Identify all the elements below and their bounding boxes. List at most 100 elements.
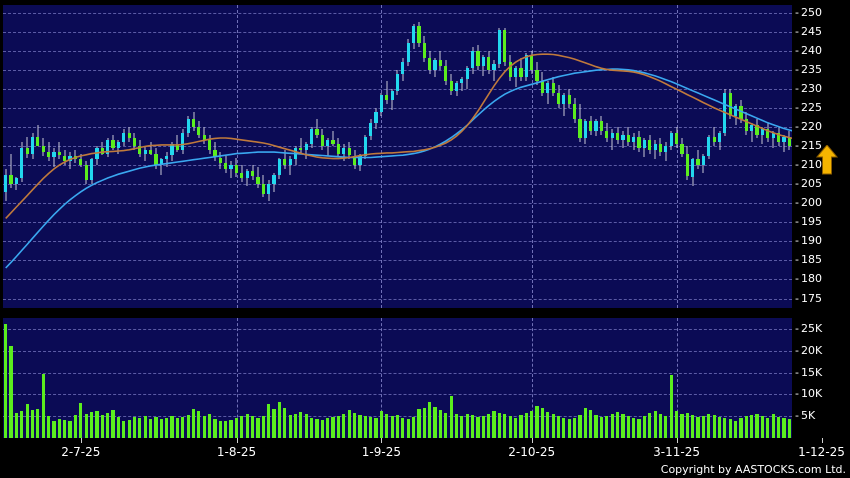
date-tick-mark (676, 438, 678, 443)
candle-body-down (84, 165, 88, 181)
candlestick (411, 5, 416, 308)
candle-body-down (138, 146, 142, 154)
candlestick (390, 5, 394, 308)
candle-body-up (30, 136, 35, 154)
volume-bar (379, 411, 383, 438)
candle-body-down (320, 134, 324, 146)
volume-bar (492, 410, 496, 438)
volume-bar (63, 419, 67, 438)
candle-body-up (471, 50, 475, 68)
volume-bar (127, 419, 131, 438)
candlestick (615, 5, 620, 308)
volume-bar (615, 411, 620, 438)
candlestick (658, 5, 663, 308)
candle-body-down (728, 92, 732, 116)
volume-axis-tick: -15K (795, 365, 823, 379)
volume-axis-tick: -20K (795, 343, 823, 357)
candle-wick (26, 136, 28, 158)
candlestick (148, 5, 153, 308)
candle-body-up (707, 136, 711, 156)
candlestick (395, 5, 400, 308)
candlestick (191, 5, 196, 308)
volume-bar (245, 414, 249, 438)
candlestick (573, 5, 577, 308)
candle-body-up (771, 132, 775, 139)
volume-bar (750, 415, 754, 438)
volume-bar (578, 415, 582, 438)
volume-bar (782, 417, 786, 438)
volume-axis-tick: -10K (795, 387, 823, 401)
candle-body-up (14, 178, 19, 185)
price-axis-tick: -180 (795, 272, 822, 286)
volume-bar (47, 415, 51, 438)
candle-wick (150, 142, 152, 156)
candle-body-down (535, 69, 539, 82)
candlestick (674, 5, 679, 308)
volume-bar (170, 416, 174, 438)
volume-bar (20, 410, 24, 438)
volume-bar (428, 401, 432, 438)
volume-bar (454, 414, 459, 438)
candle-body-down (100, 147, 104, 154)
volume-bar (519, 415, 523, 438)
candle-body-down (573, 104, 577, 120)
candle-body-down (347, 147, 351, 156)
candle-body-up (642, 140, 646, 148)
candlestick (41, 5, 45, 308)
candlestick (310, 5, 314, 308)
candlestick (438, 5, 443, 308)
volume-bar (513, 417, 518, 438)
gridline-horizontal (3, 372, 792, 374)
candle-body-down (315, 128, 319, 135)
candlestick (744, 5, 748, 308)
volume-bar (610, 413, 614, 438)
candlestick (696, 5, 700, 308)
volume-bar (283, 407, 287, 438)
price-chart-panel[interactable] (3, 5, 792, 308)
candle-body-down (63, 155, 67, 162)
volume-bar (680, 414, 684, 438)
candle-wick (697, 149, 699, 169)
gridline-horizontal (3, 350, 792, 352)
candle-body-down (556, 92, 561, 105)
volume-bar (674, 410, 679, 438)
volume-bar (712, 415, 716, 438)
candle-wick (772, 130, 774, 148)
candlestick (245, 5, 249, 308)
volume-bar (734, 420, 738, 438)
candle-body-down (57, 151, 61, 156)
candle-body-up (369, 123, 373, 137)
candle-wick (654, 140, 656, 160)
candlestick (36, 5, 40, 308)
candlestick (530, 5, 534, 308)
candle-body-up (342, 147, 346, 154)
candlestick (433, 5, 437, 308)
candlestick (385, 5, 389, 308)
candle-body-up (186, 119, 190, 133)
price-axis-tick: -175 (795, 291, 822, 305)
candle-body-down (283, 159, 287, 166)
candlestick (578, 5, 582, 308)
candlestick (787, 5, 791, 308)
candlestick (331, 5, 335, 308)
candlestick (170, 5, 174, 308)
volume-chart-panel[interactable] (3, 318, 792, 438)
candle-body-up (116, 142, 120, 148)
candle-body-down (449, 81, 453, 91)
candle-wick (563, 92, 565, 116)
price-axis-tick: -235 (795, 62, 822, 76)
volume-bar (648, 412, 652, 438)
candle-body-down (202, 134, 206, 141)
candlestick (717, 5, 722, 308)
candlestick (540, 5, 545, 308)
candle-body-down (256, 176, 260, 185)
candlestick (272, 5, 276, 308)
candlestick (89, 5, 94, 308)
volume-bar (669, 374, 673, 438)
candle-wick (160, 157, 162, 175)
volume-bar (9, 346, 13, 438)
volume-bar (390, 416, 394, 438)
volume-bar (776, 416, 781, 438)
moving-average-lines (5, 53, 792, 269)
